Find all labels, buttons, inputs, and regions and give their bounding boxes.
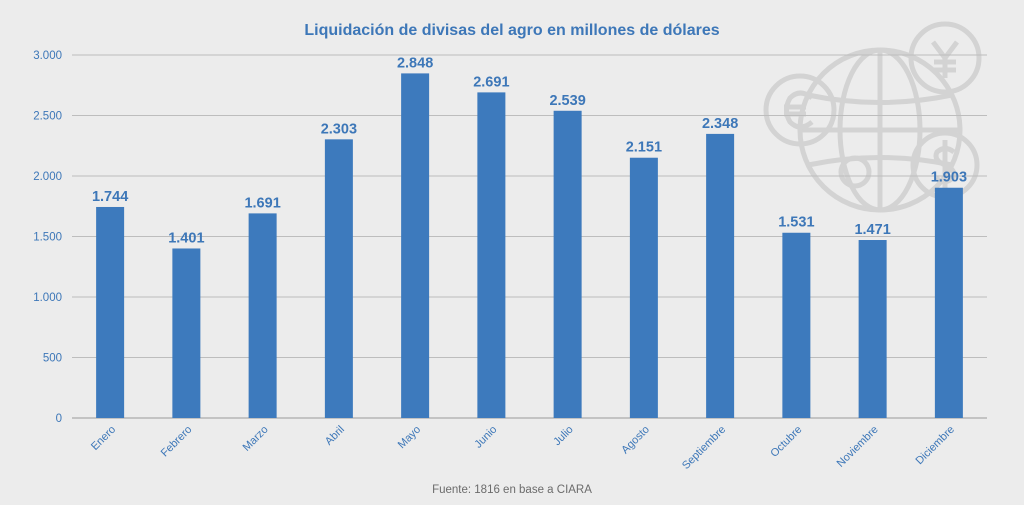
data-label: 2.348: [702, 116, 738, 132]
bar: [324, 139, 353, 418]
x-tick-label: Abril: [323, 424, 347, 448]
x-tick-label: Octubre: [768, 424, 804, 460]
data-label: 2.303: [321, 121, 357, 137]
x-tick-label: Agosto: [619, 424, 652, 457]
bar: [96, 206, 125, 418]
x-axis-ticks: Enero Febrero Marzo Abril Mayo Junio Julio Agos…: [89, 424, 957, 472]
chart-title: Liquidación de divisas del agro en millo…: [304, 22, 719, 39]
x-tick-label: Diciembre: [913, 424, 956, 467]
data-label: 2.151: [626, 140, 662, 156]
y-tick-label: 1.500: [33, 232, 62, 244]
bar: [858, 240, 887, 418]
data-label: 1.531: [778, 215, 814, 231]
y-tick-label: 2.000: [33, 171, 62, 183]
bar: [477, 92, 506, 418]
x-tick-label: Noviembre: [835, 424, 881, 470]
bar: [782, 232, 811, 418]
y-axis-ticks: 0 500 1.000 1.500 2.000 2.500 3.000: [33, 50, 62, 425]
data-label: 2.848: [397, 55, 433, 71]
bar: [706, 133, 735, 418]
gridlines: [72, 54, 987, 419]
bar: [553, 110, 582, 418]
data-label: 1.401: [168, 230, 204, 246]
x-tick-label: Enero: [89, 424, 118, 453]
data-label: 1.903: [931, 170, 967, 186]
data-label: 1.744: [92, 189, 128, 205]
y-tick-label: 2.500: [33, 111, 62, 123]
data-label: 2.691: [473, 74, 509, 90]
x-tick-label: Junio: [472, 424, 499, 451]
data-label: 2.539: [549, 93, 585, 109]
bar: [248, 213, 277, 418]
x-tick-label: Marzo: [241, 424, 271, 454]
x-tick-label: Septiembre: [680, 424, 728, 472]
source-note: Fuente: 1816 en base a CIARA: [432, 484, 592, 496]
bar: [934, 187, 963, 418]
y-tick-label: 0: [56, 413, 62, 425]
data-label: 1.471: [854, 222, 890, 238]
bar: [629, 157, 658, 418]
y-tick-label: 500: [43, 353, 62, 365]
data-labels: 1.744 1.401 1.691 2.303 2.848 2.691 2.539 2.151…: [92, 55, 967, 246]
bars: [96, 73, 963, 418]
x-tick-label: Febrero: [159, 424, 195, 460]
bar: [401, 73, 430, 418]
y-tick-label: 1.000: [33, 292, 62, 304]
x-tick-label: Julio: [551, 424, 575, 448]
bar: [172, 248, 201, 418]
y-tick-label: 3.000: [33, 50, 62, 62]
data-label: 1.691: [244, 195, 280, 211]
x-tick-label: Mayo: [396, 424, 424, 452]
